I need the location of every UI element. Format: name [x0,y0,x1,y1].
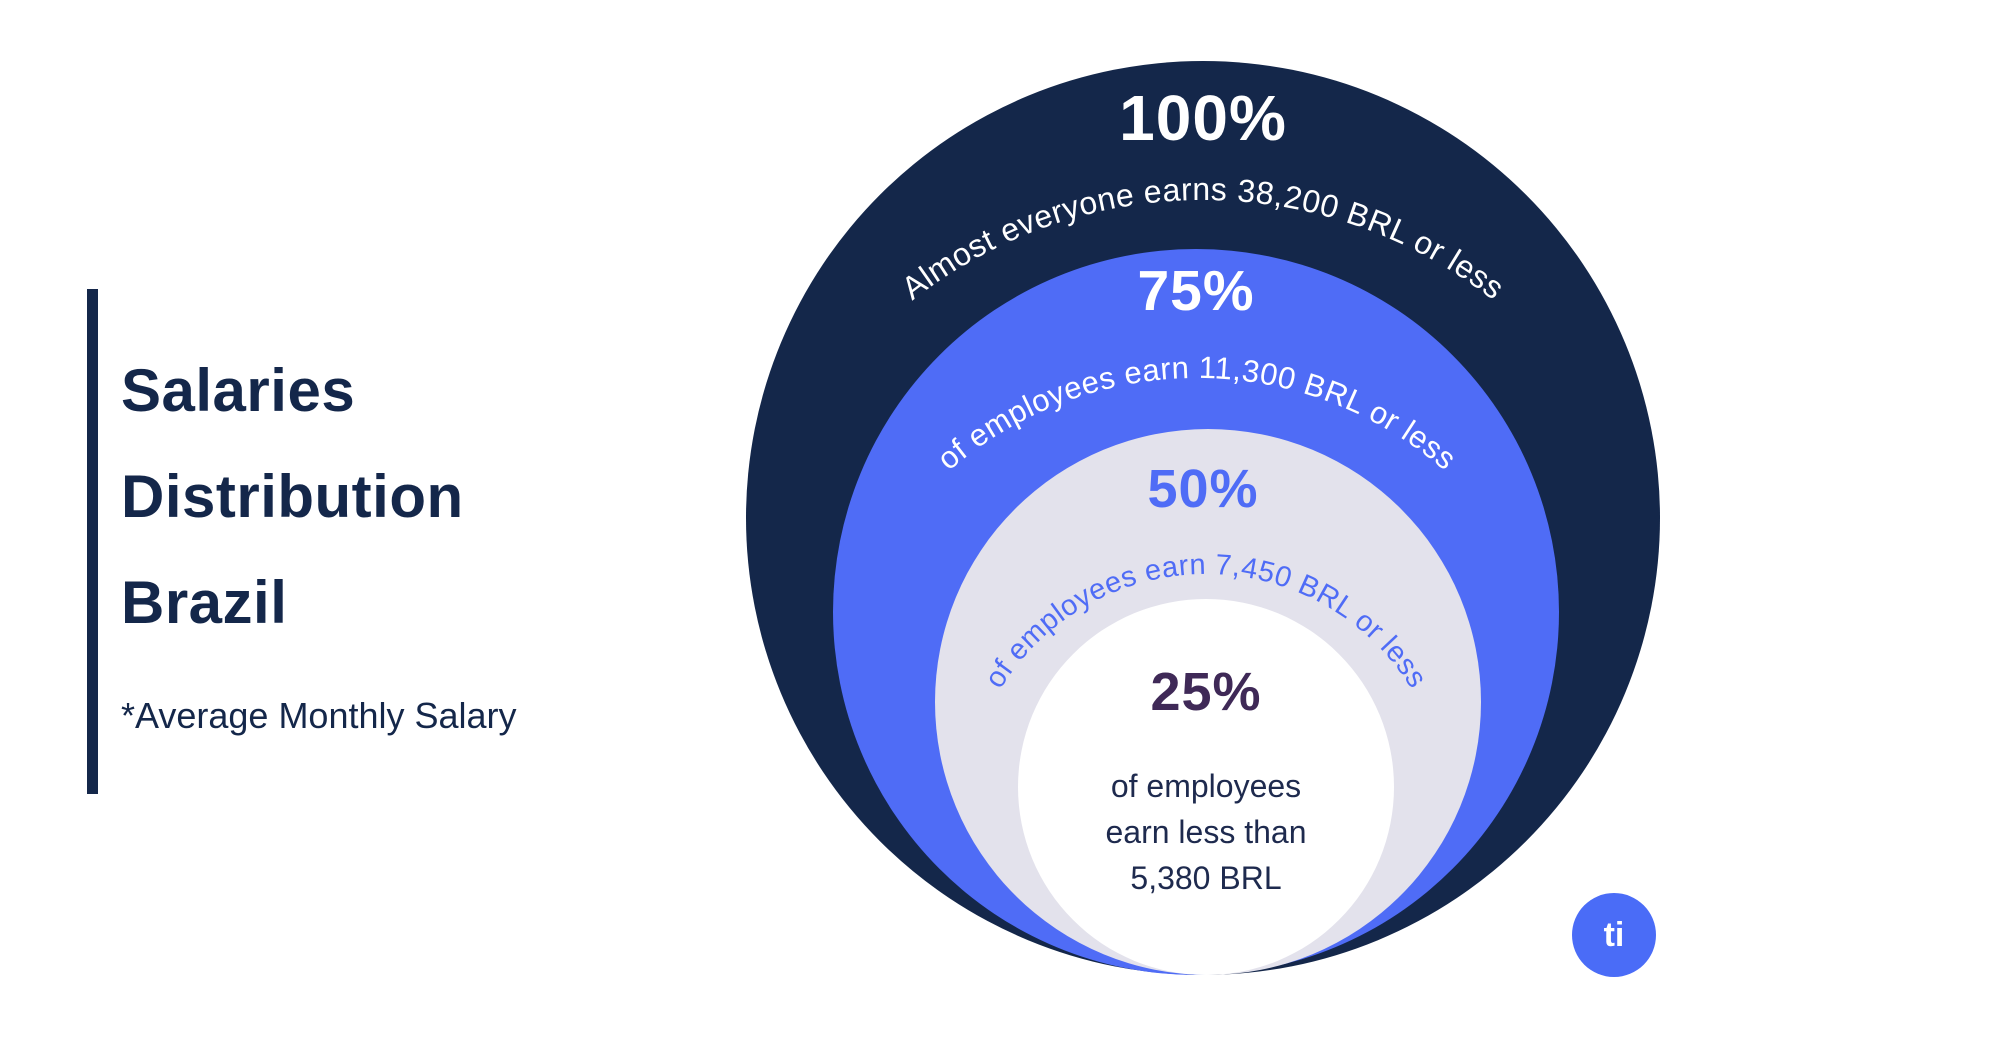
ti-logo-text: ti [1603,915,1625,954]
title-accent-bar [87,289,98,794]
label-25-description-line-2: earn less than [1105,814,1306,850]
label-100-percent: 100% [1119,82,1287,154]
label-25-description-line-1: of employees [1111,768,1301,804]
page-title: Salaries Distribution Brazil [121,338,464,656]
circle-25-pct [1018,599,1394,975]
page-title-line-1: Salaries [121,357,356,424]
page-title-line-2: Distribution [121,463,464,530]
label-25-description-line-3: 5,380 BRL [1130,860,1281,896]
label-25-percent: 25% [1150,662,1261,722]
subtitle-note: *Average Monthly Salary [121,695,517,736]
label-75-percent: 75% [1137,259,1254,323]
page-title-line-3: Brazil [121,569,288,636]
ti-logo: ti [1572,893,1656,977]
label-50-percent: 50% [1147,459,1258,519]
